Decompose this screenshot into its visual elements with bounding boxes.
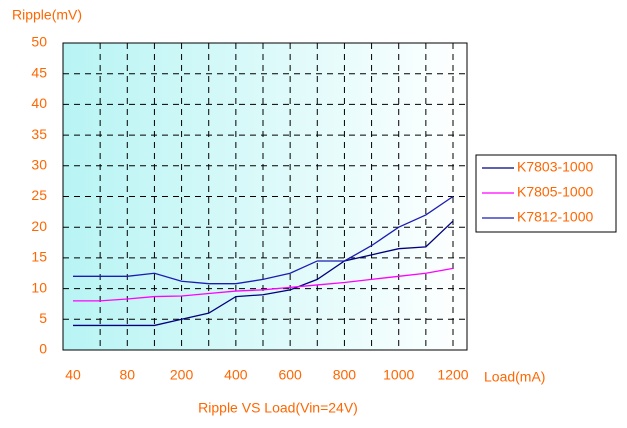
- x-tick-label: 200: [170, 367, 194, 383]
- x-tick-label: 800: [333, 367, 357, 383]
- x-tick-label: 40: [65, 367, 81, 383]
- x-axis-label: Load(mA): [484, 369, 545, 385]
- series-line: [73, 267, 454, 302]
- legend-label: K7805-1000: [517, 184, 594, 200]
- x-tick-label: 600: [278, 367, 302, 383]
- y-tick-label: 25: [31, 187, 47, 203]
- legend-label: K7812-1000: [517, 209, 594, 225]
- y-tick-label: 35: [31, 126, 47, 142]
- y-tick-label: 30: [31, 157, 47, 173]
- chart-title: Ripple VS Load(Vin=24V): [198, 400, 358, 416]
- y-tick-label: 10: [31, 279, 47, 295]
- series-line: [73, 220, 454, 327]
- legend-label: K7803-1000: [517, 159, 594, 175]
- series-line: [73, 195, 454, 285]
- y-tick-label: 0: [39, 341, 47, 357]
- y-tick-label: 50: [31, 34, 47, 50]
- y-tick-label: 45: [31, 64, 47, 80]
- x-tick-label: 400: [224, 367, 248, 383]
- x-tick-label: 1000: [383, 367, 414, 383]
- x-tick-label: 80: [119, 367, 135, 383]
- y-tick-label: 20: [31, 218, 47, 234]
- y-axis-label: Ripple(mV): [12, 7, 82, 23]
- y-tick-label: 5: [39, 310, 47, 326]
- y-tick-label: 40: [31, 95, 47, 111]
- x-tick-label: 1200: [437, 367, 468, 383]
- y-tick-label: 15: [31, 249, 47, 265]
